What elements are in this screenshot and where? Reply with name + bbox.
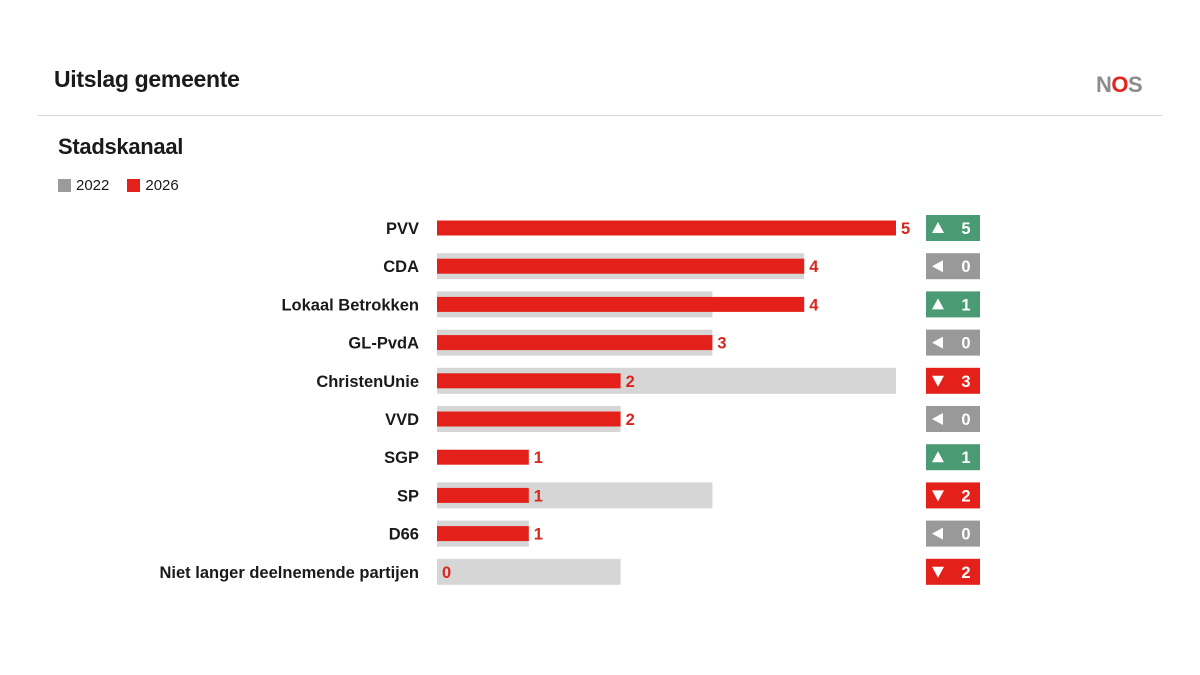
arrow-left-icon-vvd [932, 413, 943, 425]
arrow-up-icon-lokaal-betrokken [932, 298, 944, 310]
legend-label-2026: 2026 [145, 177, 179, 194]
category-label-sp: SP [397, 487, 419, 505]
value-label-vvd: 2 [626, 411, 635, 429]
change-label-niet-langer-deelnemende-partijen: 2 [961, 564, 970, 582]
category-label-lokaal-betrokken: Lokaal Betrokken [281, 296, 419, 314]
bar-2026-gl-pvda [437, 335, 713, 351]
change-label-lokaal-betrokken: 1 [961, 296, 970, 314]
bar-2026-christenunie [437, 373, 621, 389]
logo-letter-o: O [1111, 72, 1129, 97]
value-label-sgp: 1 [534, 449, 543, 467]
bar-2026-cda [437, 258, 805, 274]
category-label-vvd: VVD [385, 411, 419, 429]
change-label-christenunie: 3 [961, 373, 970, 391]
value-label-gl-pvda: 3 [717, 335, 726, 353]
value-label-d66: 1 [534, 526, 543, 544]
chart-legend: 2022 2026 [58, 177, 197, 194]
arrow-down-icon-niet-langer-deelnemende-partijen [932, 566, 944, 578]
bar-2022-niet-langer-deelnemende-partijen [437, 558, 621, 585]
change-badge-sp [926, 482, 980, 509]
legend-label-2022: 2022 [76, 177, 110, 194]
change-label-sgp: 1 [961, 449, 970, 467]
change-badge-niet-langer-deelnemende-partijen [926, 558, 980, 585]
bar-2026-lokaal-betrokken [437, 296, 805, 312]
category-label-pvv: PVV [386, 220, 419, 238]
value-label-cda: 4 [809, 258, 819, 276]
category-label-cda: CDA [383, 258, 419, 276]
value-label-niet-langer-deelnemende-partijen: 0 [442, 564, 451, 582]
change-label-pvv: 5 [961, 220, 970, 238]
legend-item-2022: 2022 [58, 177, 109, 194]
legend-item-2026: 2026 [127, 177, 179, 194]
category-label-d66: D66 [389, 526, 419, 544]
bar-2026-sp [437, 487, 529, 503]
category-label-gl-pvda: GL-PvdA [348, 335, 419, 353]
arrow-left-icon-gl-pvda [932, 336, 943, 349]
category-label-sgp: SGP [384, 449, 419, 467]
change-label-gl-pvda: 0 [961, 335, 970, 353]
arrow-left-icon-d66 [932, 527, 943, 540]
legend-swatch-2026 [127, 179, 141, 192]
change-label-cda: 0 [961, 258, 970, 276]
value-label-lokaal-betrokken: 4 [809, 296, 819, 314]
change-label-sp: 2 [961, 487, 970, 505]
change-label-vvd: 0 [961, 411, 970, 429]
arrow-left-icon-cda [932, 260, 943, 273]
bar-2026-pvv [437, 220, 896, 236]
category-label-niet-langer-deelnemende-partijen: Niet langer deelnemende partijen [160, 564, 420, 582]
change-badge-pvv [926, 215, 980, 241]
header-divider [38, 115, 1162, 116]
change-label-d66: 0 [961, 526, 970, 544]
page-title: Uitslag gemeente [54, 66, 240, 92]
logo-letter-n: N [1096, 72, 1112, 97]
category-label-christenunie: ChristenUnie [316, 373, 419, 391]
value-label-sp: 1 [534, 487, 543, 505]
nos-logo: N O S [1096, 72, 1143, 98]
bar-2026-sgp [437, 449, 529, 465]
arrow-down-icon-christenunie [932, 375, 944, 387]
change-badge-lokaal-betrokken [926, 291, 980, 318]
change-badge-sgp [926, 444, 980, 471]
arrow-up-icon-sgp [932, 451, 944, 463]
value-label-christenunie: 2 [626, 373, 635, 391]
value-label-pvv: 5 [901, 220, 910, 238]
chart-title: Stadskanaal [58, 134, 184, 159]
legend-swatch-2022 [58, 179, 71, 192]
arrow-down-icon-sp [932, 490, 944, 502]
bar-2026-d66 [437, 526, 529, 542]
bar-2026-vvd [437, 411, 621, 427]
arrow-up-icon-pvv [932, 222, 944, 233]
logo-letter-s: S [1128, 72, 1143, 97]
change-badge-christenunie [926, 367, 980, 394]
